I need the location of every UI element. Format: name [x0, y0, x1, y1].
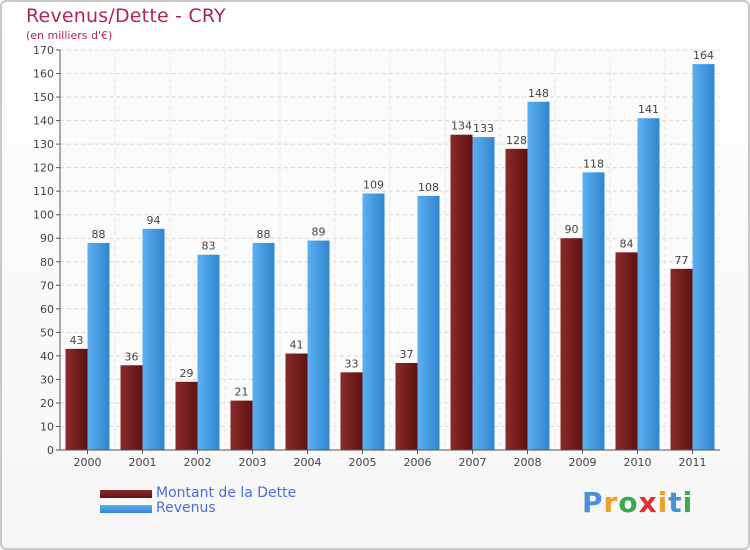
data-label: 89	[312, 226, 326, 239]
bar-revenus	[362, 193, 385, 450]
y-tick-label: 0	[47, 444, 54, 457]
proxiti-logo: Proxiti	[582, 486, 693, 519]
bar-revenus	[142, 228, 165, 450]
x-tick-label: 2000	[74, 456, 102, 469]
legend-swatch-revenus	[100, 505, 152, 513]
data-label: 148	[528, 87, 549, 100]
y-tick-label: 90	[40, 232, 54, 245]
bar-revenus	[527, 101, 550, 450]
axes: 0 10 20 30 40 50 60 70 80 90 100 110 120 130 140 150 160…	[33, 44, 720, 469]
x-tick-label: 2006	[404, 456, 432, 469]
logo-letter: i	[682, 486, 694, 519]
y-tick-label: 160	[33, 68, 54, 81]
data-label: 88	[257, 228, 271, 241]
y-tick-label: 120	[33, 162, 54, 175]
y-tick-label: 10	[40, 420, 54, 433]
data-label: 108	[418, 181, 439, 194]
y-tick-label: 60	[40, 303, 54, 316]
bar-revenus	[417, 195, 440, 450]
x-tick-label: 2010	[624, 456, 652, 469]
y-tick-label: 80	[40, 256, 54, 269]
y-tick-label: 30	[40, 373, 54, 386]
data-label: 41	[290, 339, 304, 352]
bar-revenus	[692, 64, 715, 450]
bar-revenus	[582, 172, 605, 450]
y-tick-label: 110	[33, 185, 54, 198]
bar-revenus	[637, 118, 660, 450]
bar-dette	[450, 134, 473, 451]
x-tick-label: 2008	[514, 456, 542, 469]
bar-dette	[285, 353, 308, 450]
data-label: 134	[451, 120, 472, 133]
bar-revenus	[87, 242, 110, 450]
y-tick-label: 70	[40, 279, 54, 292]
bar-revenus	[472, 137, 495, 450]
x-tick-label: 2001	[129, 456, 157, 469]
data-labels: 43 88 36 94 29 83 21 88 41 89 33 109 37 108 134 133 128 1…	[70, 49, 715, 398]
bar-revenus	[252, 242, 275, 450]
logo-letter: i	[657, 486, 669, 519]
logo-letter: x	[638, 486, 658, 519]
y-tick-label: 20	[40, 397, 54, 410]
data-label: 37	[400, 348, 414, 361]
y-tick-label: 50	[40, 326, 54, 339]
bar-dette	[395, 362, 418, 450]
x-tick-label: 2007	[459, 456, 487, 469]
data-label: 21	[235, 386, 249, 399]
logo-letter: o	[618, 486, 639, 519]
x-tick-label: 2005	[349, 456, 377, 469]
legend-swatch-debt	[100, 490, 152, 498]
bar-dette	[65, 348, 88, 450]
chart-title: Revenus/Dette - CRY	[26, 5, 226, 27]
bar-revenus	[197, 254, 220, 450]
data-label: 164	[693, 49, 714, 62]
legend-label-debt: Montant de la Dette	[156, 485, 297, 501]
logo-letter: P	[582, 486, 604, 519]
bar-dette	[615, 252, 638, 450]
logo-letter: r	[603, 486, 619, 519]
data-label: 36	[125, 350, 139, 363]
x-tick-label: 2004	[294, 456, 322, 469]
bar-dette	[670, 268, 693, 450]
data-label: 88	[92, 228, 106, 241]
data-label: 94	[147, 214, 161, 227]
bar-dette	[505, 148, 528, 450]
legend-label-revenus: Revenus	[156, 500, 216, 516]
y-tick-label: 150	[33, 91, 54, 104]
data-label: 141	[638, 103, 659, 116]
y-tick-label: 40	[40, 350, 54, 363]
bars	[65, 64, 715, 451]
bar-dette	[560, 238, 583, 450]
y-tick-label: 130	[33, 138, 54, 151]
x-tick-label: 2002	[184, 456, 212, 469]
bar-dette	[230, 400, 253, 450]
bar-dette	[120, 365, 143, 450]
x-tick-label: 2003	[239, 456, 267, 469]
data-label: 33	[345, 357, 359, 370]
data-label: 133	[473, 122, 494, 135]
chart-subtitle: (en milliers d'€)	[26, 29, 113, 42]
data-label: 109	[363, 179, 384, 192]
y-tick-label: 170	[33, 44, 54, 57]
data-label: 77	[675, 254, 689, 267]
grid	[60, 49, 720, 450]
data-label: 90	[565, 223, 579, 236]
data-label: 128	[506, 134, 527, 147]
bar-dette	[340, 372, 363, 450]
y-tick-label: 140	[33, 115, 54, 128]
x-tick-label: 2009	[569, 456, 597, 469]
bar-revenus	[307, 240, 330, 450]
data-label: 84	[620, 237, 634, 250]
data-label: 118	[583, 157, 604, 170]
data-label: 43	[70, 334, 84, 347]
bar-dette	[175, 381, 198, 450]
data-label: 83	[202, 240, 216, 253]
y-tick-label: 100	[33, 209, 54, 222]
logo-letter: t	[668, 486, 683, 519]
data-label: 29	[180, 367, 194, 380]
x-tick-label: 2011	[679, 456, 707, 469]
